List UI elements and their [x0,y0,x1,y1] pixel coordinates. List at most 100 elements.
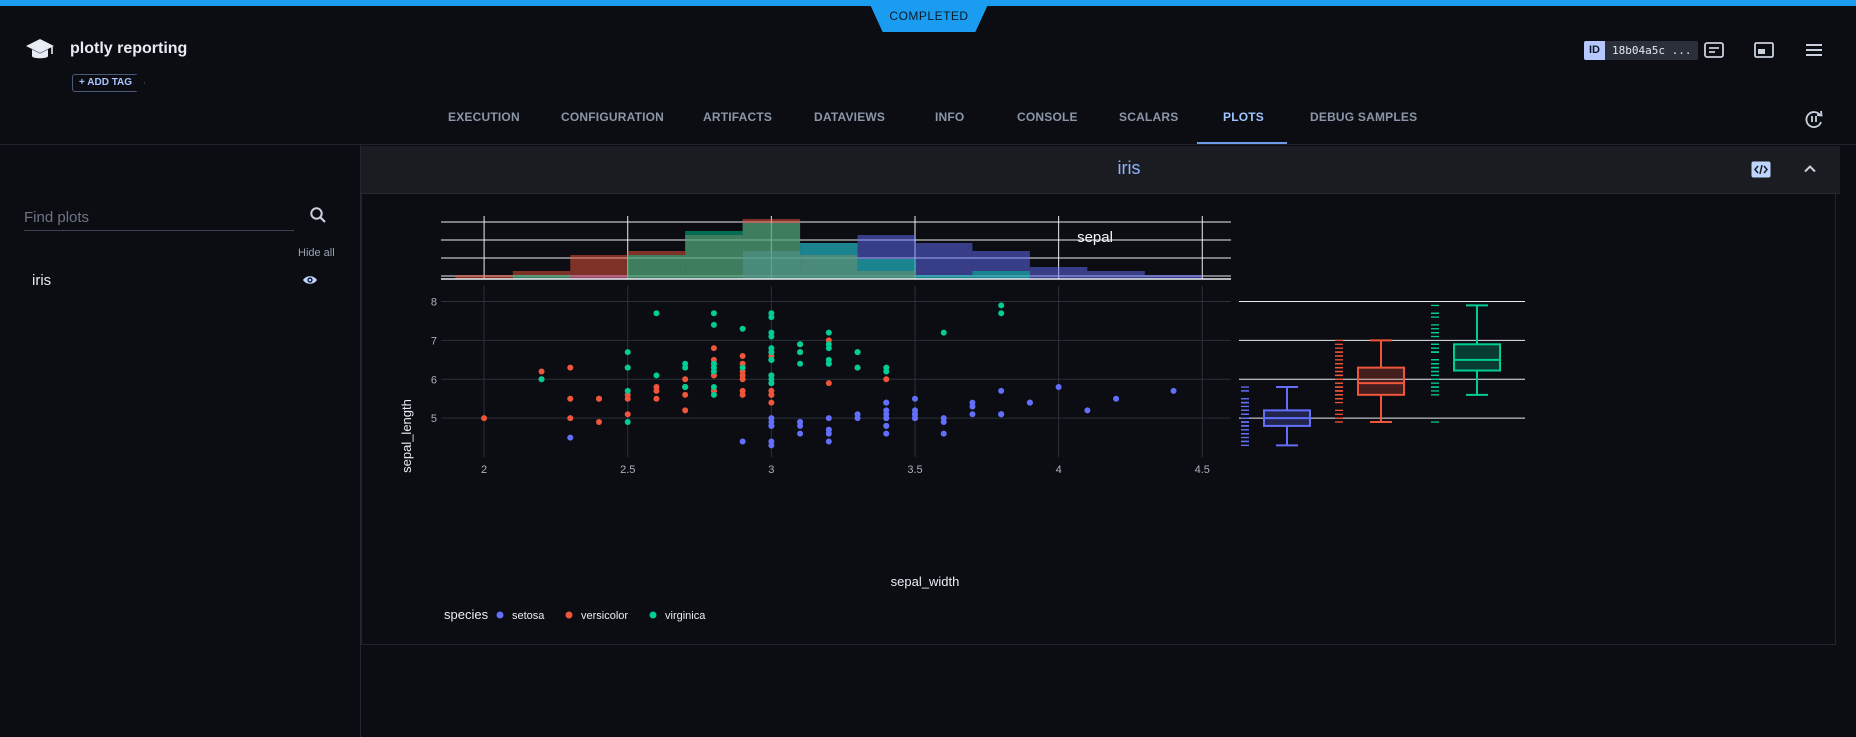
tab-dataviews[interactable]: DATAVIEWS [814,110,886,124]
setosa-point [883,430,890,437]
legend-marker-versicolor [565,611,573,619]
hide-all-button[interactable]: Hide all [298,247,335,259]
virginica-point [998,302,1005,309]
virginica-point [768,356,775,363]
plot-list-item[interactable]: iris [32,272,52,289]
versicolor-point [481,415,488,422]
setosa-histogram-bar [1029,267,1088,279]
versicolor-box [1357,366,1405,396]
virginica-point [768,349,775,356]
axis-ticks: 2 2.5 3 3.5 4 4.5 5 6 7 8 [431,297,1210,476]
virginica-point [825,329,832,336]
versicolor-point [567,415,574,422]
setosa-point [998,387,1005,394]
tab-configuration[interactable]: CONFIGURATION [561,110,665,124]
versicolor-point [682,407,689,414]
virginica-point [883,368,890,375]
versicolor-point [624,395,631,402]
versicolor-point [653,395,660,402]
full-screen-icon[interactable] [1753,40,1775,60]
legend-item-versicolor: versicolor [581,610,628,622]
setosa-point [1113,395,1120,402]
virginica-histogram-bar [800,243,858,279]
eye-icon[interactable] [302,274,318,286]
chart-title: sepal [1077,229,1113,246]
chevron-up-icon[interactable] [1802,161,1818,177]
virginica-histogram-bar [685,231,743,279]
virginica-point [768,310,775,317]
setosa-point [567,434,574,441]
setosa-point [940,430,947,437]
virginica-point [768,380,775,387]
code-icon[interactable] [1751,161,1771,178]
plot-container [361,193,1836,645]
task-name: plotly reporting [70,40,188,57]
legend: species setosa versicolor virginica [444,607,706,622]
versicolor-point [682,391,689,398]
virginica-point [854,349,861,356]
tab-plots[interactable]: PLOTS [1223,110,1265,124]
plot-area [441,286,1231,457]
virginica-point [653,310,660,317]
virginica-point [710,310,717,317]
setosa-histogram-bar [1087,271,1145,279]
setosa-histogram-bar [1144,275,1203,279]
task-id-badge[interactable]: ID 18b04a5c ... [1584,41,1699,60]
plot-panel-title: iris [1117,158,1141,178]
virginica-point [624,419,631,426]
tab-info[interactable]: INFO [935,110,965,124]
setosa-point [768,422,775,429]
x-tick-label: 4.5 [1195,464,1210,476]
setosa-point [998,411,1005,418]
virginica-point [710,391,717,398]
versicolor-point [653,384,660,391]
setosa-point [825,430,832,437]
virginica-point [653,372,660,379]
y-tick-label: 7 [431,335,437,347]
active-tab-indicator [1197,142,1287,144]
tab-artifacts[interactable]: ARTIFACTS [703,110,773,124]
iris-chart: sepal 2 2.5 3 3.5 4 4.5 5 6 7 8 sepal_width sepal… [399,216,1525,622]
find-plots-input[interactable] [24,204,294,231]
menu-icon[interactable] [1803,40,1825,60]
virginica-point [854,364,861,371]
versicolor-point [768,387,775,394]
versicolor-point [710,345,717,352]
virginica-point [624,364,631,371]
y-tick-label: 6 [431,374,437,386]
setosa-point [912,415,918,422]
x-tick-label: 4 [1056,464,1062,476]
id-value: 18b04a5c ... [1605,41,1699,60]
versicolor-point [739,387,746,394]
versicolor-point [883,376,890,383]
setosa-point [825,415,832,422]
tab-execution[interactable]: EXECUTION [448,110,520,124]
header-divider [0,144,1856,145]
virginica-point [825,360,832,367]
auto-refresh-icon[interactable] [1803,109,1825,129]
legend-marker-virginica [649,611,657,619]
add-tag-button[interactable]: + ADD TAG [72,74,146,92]
setosa-point [940,419,947,426]
info-panel-icon[interactable] [1703,40,1725,60]
virginica-histogram-bar [857,259,915,279]
virginica-point [998,310,1005,317]
setosa-point [1170,387,1177,394]
search-icon[interactable] [309,206,327,224]
plots-sidebar [0,145,361,737]
legend-marker-setosa [496,611,504,619]
versicolor-point [538,368,545,375]
x-tick-label: 3.5 [907,464,922,476]
tab-debug-samples[interactable]: DEBUG SAMPLES [1310,110,1418,124]
setosa-point [739,438,746,445]
virginica-point [710,321,717,328]
x-axis-label: sepal_width [891,574,960,589]
setosa-point [883,399,890,406]
tab-console[interactable]: CONSOLE [1017,110,1078,124]
setosa-point [854,415,861,422]
id-label: ID [1584,41,1605,60]
setosa-point [969,403,976,410]
setosa-point [1055,384,1062,391]
tab-scalars[interactable]: SCALARS [1119,110,1179,124]
setosa-point [825,438,832,445]
